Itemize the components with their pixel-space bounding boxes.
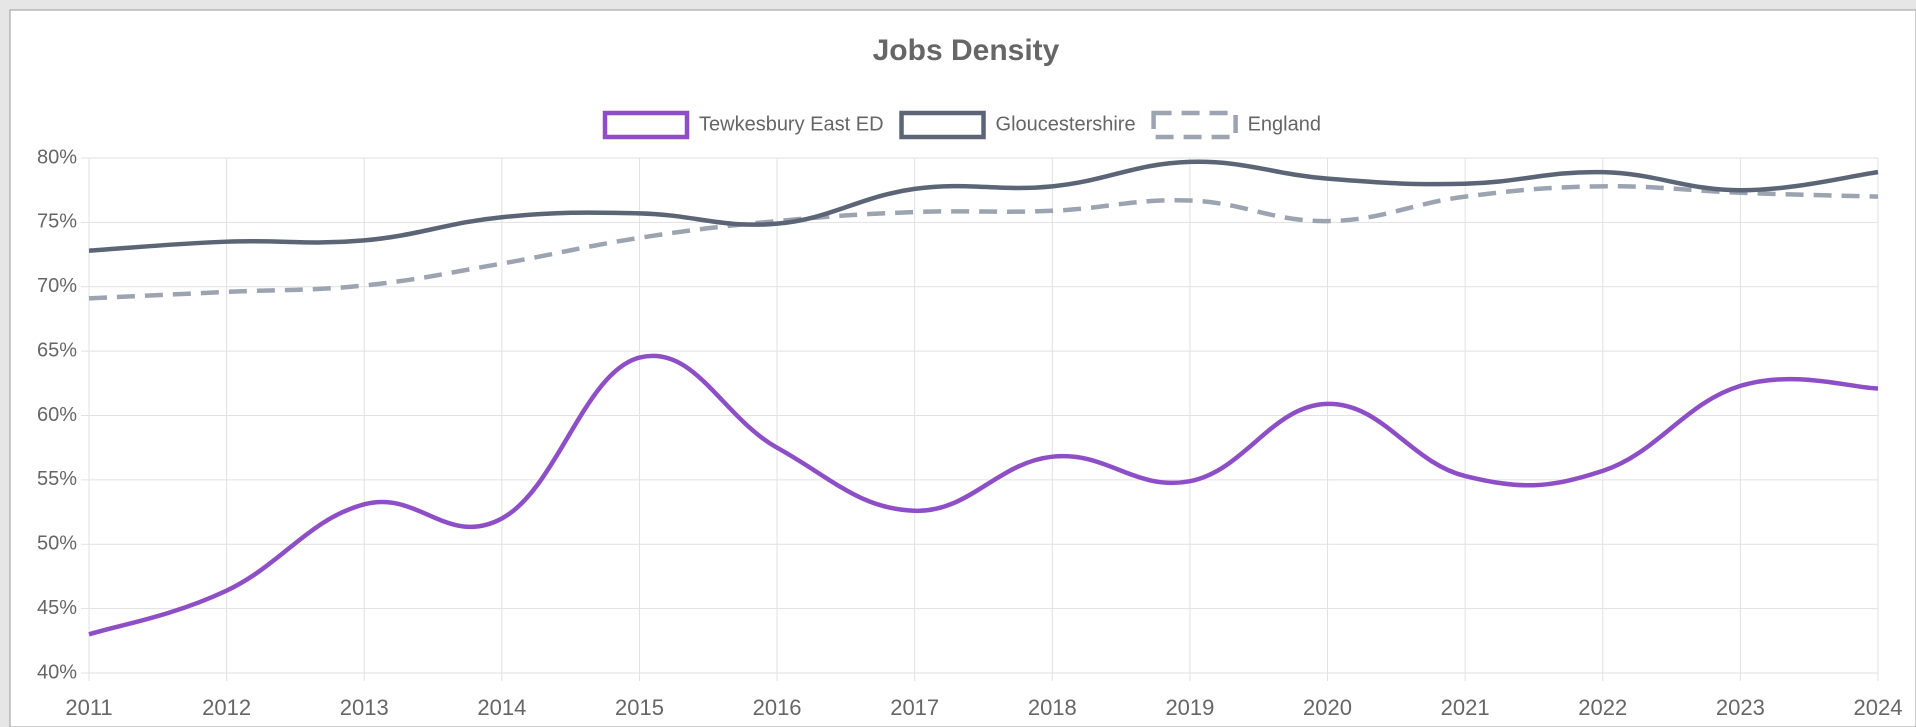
legend-label: Tewkesbury East ED (699, 113, 884, 135)
chart-title: Jobs Density (873, 34, 1060, 67)
x-tick-label: 2018 (1028, 695, 1077, 720)
x-tick-label: 2021 (1441, 695, 1490, 720)
y-tick-label: 40% (37, 661, 77, 683)
x-tick-label: 2016 (753, 695, 802, 720)
x-tick-label: 2011 (65, 695, 112, 720)
y-tick-label: 50% (37, 533, 77, 555)
top-bar (0, 0, 1916, 10)
y-tick-label: 80% (37, 146, 77, 168)
y-tick-label: 70% (37, 275, 77, 297)
x-tick-label: 2015 (615, 695, 664, 720)
legend-label: England (1248, 113, 1321, 135)
x-tick-label: 2013 (340, 695, 389, 720)
x-tick-label: 2017 (890, 695, 939, 720)
x-tick-label: 2019 (1165, 695, 1214, 720)
y-tick-label: 60% (37, 404, 77, 426)
series-line (88, 353, 1879, 637)
legend-label: Gloucestershire (996, 113, 1136, 135)
x-tick-label: 2014 (477, 695, 526, 720)
y-tick-label: 55% (37, 468, 77, 490)
x-tick-label: 2023 (1716, 695, 1765, 720)
legend-swatch (602, 110, 690, 140)
y-tick-label: 65% (37, 339, 77, 361)
y-tick-label: 75% (37, 211, 77, 233)
left-bar (0, 10, 10, 727)
x-tick-label: 2020 (1303, 695, 1352, 720)
series-line (88, 184, 1879, 301)
x-tick-label: 2012 (202, 695, 251, 720)
x-tick-label: 2022 (1578, 695, 1627, 720)
x-tick-label: 2024 (1854, 695, 1903, 720)
legend-swatch (1151, 110, 1238, 140)
legend-swatch (899, 110, 986, 140)
y-tick-label: 45% (37, 597, 77, 619)
series-line (88, 159, 1879, 253)
